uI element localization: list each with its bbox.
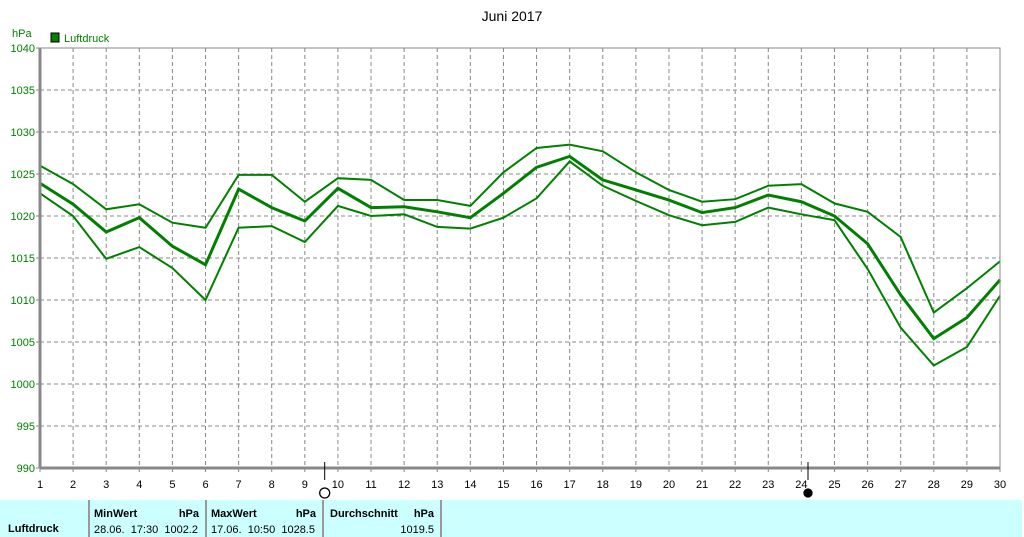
x-tick-label: 19 bbox=[630, 479, 642, 491]
x-tick-label: 23 bbox=[762, 479, 774, 491]
new-moon-icon bbox=[803, 488, 813, 498]
x-tick-label: 3 bbox=[103, 479, 109, 491]
avg-cell: Durchschnitt hPa 1019.5 bbox=[324, 500, 442, 537]
x-tick-label: 16 bbox=[530, 479, 542, 491]
y-axis-unit: hPa bbox=[12, 28, 32, 40]
y-tick-label: 1010 bbox=[11, 295, 35, 307]
x-tick-label: 18 bbox=[597, 479, 609, 491]
y-tick-label: 1035 bbox=[11, 85, 35, 97]
y-tick-label: 1005 bbox=[11, 337, 35, 349]
x-tick-label: 20 bbox=[663, 479, 675, 491]
x-tick-label: 5 bbox=[169, 479, 175, 491]
y-tick-label: 990 bbox=[17, 463, 35, 475]
x-tick-label: 27 bbox=[895, 479, 907, 491]
legend-label: Luftdruck bbox=[64, 33, 110, 45]
x-tick-label: 15 bbox=[497, 479, 509, 491]
y-tick-label: 1030 bbox=[11, 127, 35, 139]
stats-row-label: Luftdruck bbox=[8, 523, 59, 535]
x-tick-label: 11 bbox=[365, 479, 376, 491]
x-tick-label: 6 bbox=[202, 479, 208, 491]
x-tick-label: 29 bbox=[961, 479, 973, 491]
y-tick-label: 995 bbox=[17, 421, 35, 433]
stats-table: Luftdruck MinWert hPa 28.06. 17:30 1002.… bbox=[0, 500, 1022, 537]
max-cell: MaxWert hPa 17.06. 10:50 1028.5 bbox=[207, 500, 324, 537]
min-cell: MinWert hPa 28.06. 17:30 1002.2 bbox=[90, 500, 207, 537]
avg-value: 1019.5 bbox=[400, 524, 434, 536]
max-header: MaxWert bbox=[211, 508, 257, 520]
x-tick-label: 14 bbox=[464, 479, 476, 491]
series-line-avg bbox=[39, 154, 1002, 341]
min-header: MinWert bbox=[94, 508, 138, 520]
x-tick-label: 10 bbox=[332, 479, 344, 491]
series-line-min bbox=[39, 160, 1001, 367]
x-tick-label: 24 bbox=[795, 479, 807, 491]
full-moon-icon bbox=[319, 487, 331, 499]
pressure-chart: Juni 2017 hPa Luftdruck 990 995 1000 1005 10… bbox=[11, 8, 1006, 499]
x-tick-label: 4 bbox=[136, 479, 142, 491]
x-tick-label: 25 bbox=[828, 479, 840, 491]
x-tick-label: 7 bbox=[236, 479, 242, 491]
chart-title: Juni 2017 bbox=[482, 8, 543, 24]
x-tick-label: 1 bbox=[37, 479, 43, 491]
max-value: 17.06. 10:50 1028.5 bbox=[211, 524, 315, 536]
x-tick-label: 30 bbox=[994, 479, 1006, 491]
x-tick-label: 8 bbox=[269, 479, 275, 491]
plot-frame bbox=[40, 47, 1001, 468]
x-tick-label: 2 bbox=[70, 479, 76, 491]
avg-unit: hPa bbox=[413, 508, 434, 520]
avg-header: Durchschnitt bbox=[330, 508, 398, 520]
y-tick-label: 1040 bbox=[11, 43, 35, 55]
x-tick-label: 13 bbox=[431, 479, 443, 491]
x-tick-label: 9 bbox=[302, 479, 308, 491]
x-tick-label: 21 bbox=[696, 479, 708, 491]
series-line-max bbox=[39, 143, 1001, 315]
x-tick-label: 17 bbox=[564, 479, 576, 491]
y-tick-label: 1015 bbox=[11, 253, 35, 265]
legend-swatch bbox=[50, 32, 60, 43]
y-tick-label: 1000 bbox=[11, 379, 35, 391]
x-tick-label: 22 bbox=[729, 479, 741, 491]
y-tick-label: 1020 bbox=[11, 211, 35, 223]
x-tick-label: 26 bbox=[861, 479, 873, 491]
min-unit: hPa bbox=[178, 508, 199, 520]
x-tick-label: 28 bbox=[928, 479, 940, 491]
y-tick-label: 1025 bbox=[11, 169, 35, 181]
max-unit: hPa bbox=[295, 508, 316, 520]
min-value: 28.06. 17:30 1002.2 bbox=[94, 524, 198, 536]
stats-row-label-cell: Luftdruck bbox=[0, 500, 90, 537]
x-tick-label: 12 bbox=[398, 479, 410, 491]
